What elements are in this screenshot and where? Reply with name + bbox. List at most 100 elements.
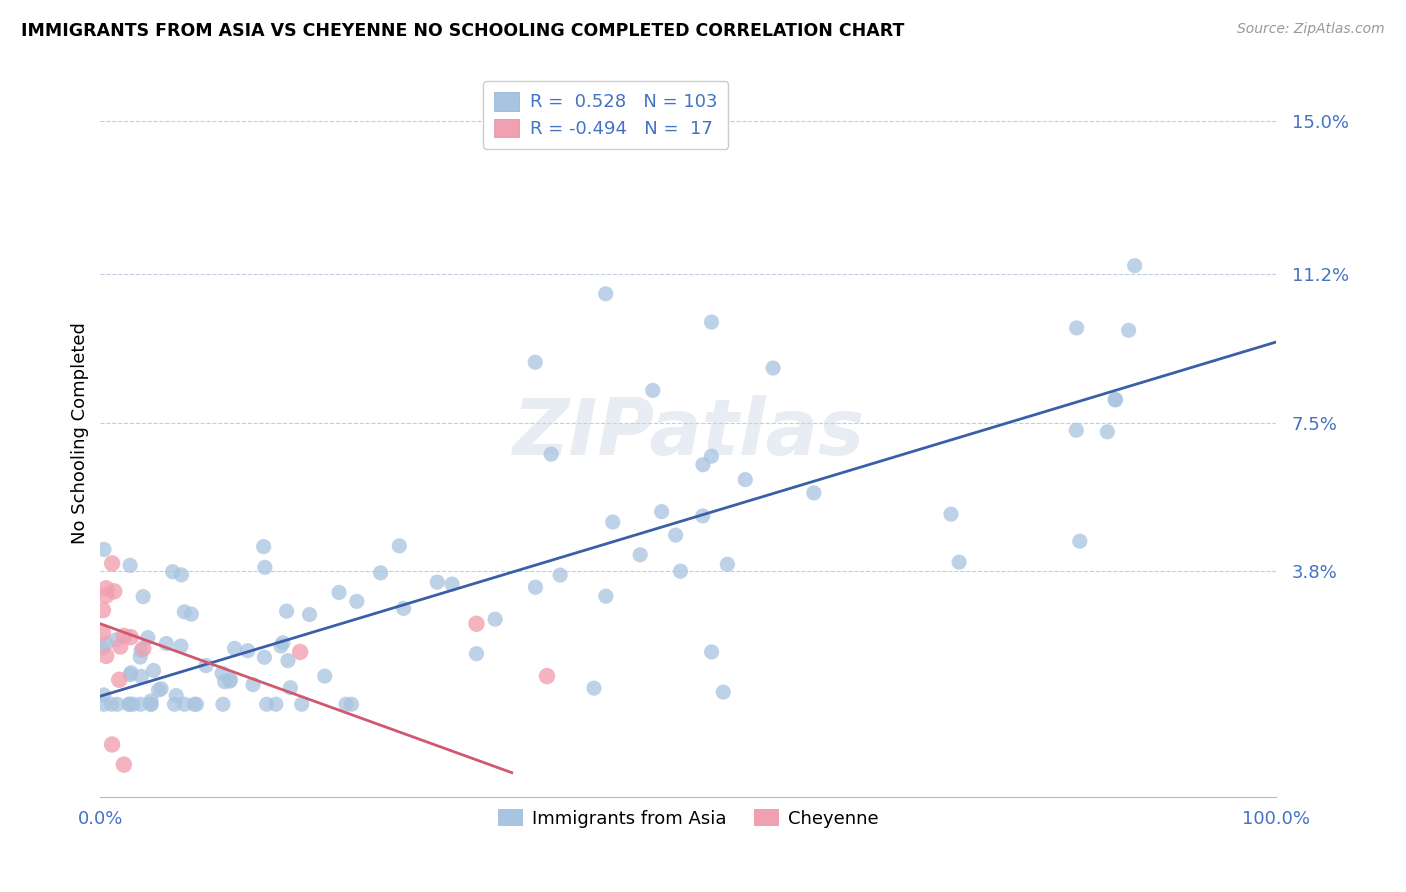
Point — [129, 650, 152, 665]
Text: Source: ZipAtlas.com: Source: ZipAtlas.com — [1237, 22, 1385, 37]
Point — [716, 558, 738, 572]
Point — [595, 589, 617, 603]
Point — [93, 698, 115, 712]
Point — [173, 698, 195, 712]
Text: ZIPatlas: ZIPatlas — [512, 394, 865, 471]
Point — [155, 636, 177, 650]
Point — [186, 698, 208, 712]
Point — [276, 604, 298, 618]
Point — [1066, 321, 1088, 335]
Point — [291, 698, 314, 712]
Point — [165, 689, 187, 703]
Point — [224, 641, 246, 656]
Point — [665, 528, 688, 542]
Legend: Immigrants from Asia, Cheyenne: Immigrants from Asia, Cheyenne — [491, 802, 886, 835]
Point — [96, 589, 118, 603]
Point — [762, 361, 785, 376]
Point — [129, 643, 152, 657]
Point — [692, 458, 714, 472]
Point — [101, 738, 124, 752]
Point — [142, 664, 165, 678]
Point — [91, 626, 114, 640]
Point — [1118, 323, 1140, 337]
Point — [103, 584, 125, 599]
Point — [118, 698, 141, 712]
Point — [1069, 534, 1091, 549]
Y-axis label: No Schooling Completed: No Schooling Completed — [72, 322, 89, 543]
Point — [388, 539, 411, 553]
Point — [214, 674, 236, 689]
Point — [392, 601, 415, 615]
Point — [129, 698, 152, 712]
Point — [700, 315, 723, 329]
Point — [118, 698, 141, 712]
Point — [692, 508, 714, 523]
Point — [700, 645, 723, 659]
Point — [236, 643, 259, 657]
Point — [734, 473, 756, 487]
Point — [212, 698, 235, 712]
Point — [1097, 425, 1119, 439]
Point — [1064, 423, 1087, 437]
Point — [101, 557, 124, 571]
Point — [112, 757, 135, 772]
Point — [91, 603, 114, 617]
Point — [120, 665, 142, 680]
Point — [441, 577, 464, 591]
Point — [465, 616, 488, 631]
Point — [211, 666, 233, 681]
Point — [93, 688, 115, 702]
Point — [370, 566, 392, 580]
Point — [253, 560, 276, 574]
Point — [100, 698, 122, 712]
Point — [170, 639, 193, 653]
Point — [314, 669, 336, 683]
Point — [253, 650, 276, 665]
Point — [628, 548, 651, 562]
Point — [120, 558, 142, 573]
Point — [120, 630, 142, 644]
Point — [94, 582, 117, 596]
Point — [270, 639, 292, 653]
Point — [110, 640, 132, 654]
Point — [242, 678, 264, 692]
Point — [288, 645, 311, 659]
Point — [426, 575, 449, 590]
Point — [219, 673, 242, 687]
Point — [108, 673, 131, 687]
Point — [91, 640, 114, 655]
Point — [340, 698, 363, 712]
Point — [252, 540, 274, 554]
Point — [1104, 392, 1126, 407]
Point — [162, 565, 184, 579]
Point — [803, 486, 825, 500]
Point — [96, 637, 118, 651]
Point — [524, 580, 547, 594]
Point — [700, 449, 723, 463]
Point — [641, 384, 664, 398]
Point — [335, 698, 357, 712]
Point — [141, 698, 163, 712]
Point — [328, 585, 350, 599]
Point — [256, 698, 278, 712]
Point — [132, 641, 155, 656]
Point — [271, 636, 294, 650]
Point — [112, 629, 135, 643]
Point — [122, 698, 145, 712]
Point — [540, 447, 562, 461]
Point — [93, 542, 115, 557]
Point — [524, 355, 547, 369]
Point — [280, 681, 302, 695]
Point — [711, 685, 734, 699]
Point — [298, 607, 321, 622]
Text: IMMIGRANTS FROM ASIA VS CHEYENNE NO SCHOOLING COMPLETED CORRELATION CHART: IMMIGRANTS FROM ASIA VS CHEYENNE NO SCHO… — [21, 22, 904, 40]
Point — [1123, 259, 1146, 273]
Point — [136, 631, 159, 645]
Point — [651, 505, 673, 519]
Point — [195, 658, 218, 673]
Point — [180, 607, 202, 621]
Point — [669, 564, 692, 578]
Point — [183, 698, 205, 712]
Point — [948, 555, 970, 569]
Point — [132, 590, 155, 604]
